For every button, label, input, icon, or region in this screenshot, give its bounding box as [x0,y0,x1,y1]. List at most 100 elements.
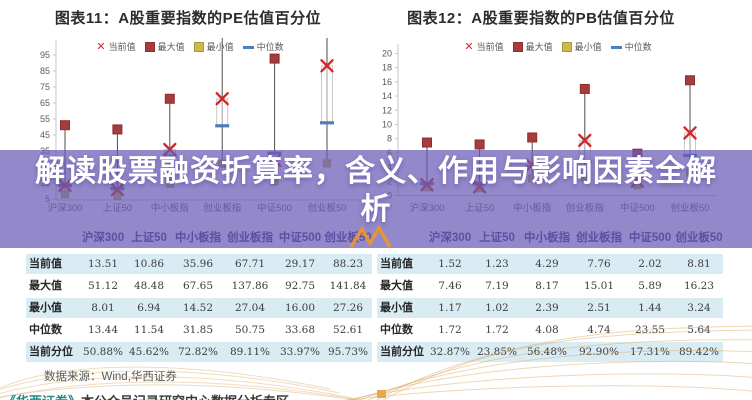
table-cell: 13.51 [87,258,119,270]
table-cell: 4.08 [535,324,559,336]
row-label: 当前分位 [380,346,424,358]
table-cell: 11.54 [133,324,165,336]
table-row: 最大值 7.46 7.19 8.17 15.01 5.89 16.23 [377,276,723,298]
max-square-icon [144,41,155,52]
table-body: 当前值 1.52 1.23 4.29 7.76 2.02 8.81 最大值 7.46 7.19 8.… [377,254,723,364]
table-row: 中位数 1.72 1.72 4.08 4.74 23.55 5.64 [377,320,723,342]
table-cell: 67.71 [234,258,266,270]
table-cell: 7.19 [485,280,509,292]
headline-line1: 解读股票融资折算率，含义、作用与影响因素全解 [35,155,717,188]
table-cell: 16.00 [284,302,316,314]
svg-text:14: 14 [382,91,392,101]
table-row: 当前值 1.52 1.23 4.29 7.76 2.02 8.81 [377,254,723,276]
table-cell: 1.72 [485,324,509,336]
legend-item: ✕ 当前值 [96,40,135,53]
footer-caption-text: 本公众号记录研究中心数据分析专区 [81,394,289,400]
table-cell: 8.81 [687,258,711,270]
svg-text:18: 18 [382,63,392,73]
table-cell: 2.39 [535,302,559,314]
row-label: 最大值 [380,280,413,292]
median-dash-icon [242,45,254,49]
legend-label: 最大值 [525,42,553,52]
legend-label: 当前值 [108,42,136,52]
table-cell: 92.90% [578,346,620,358]
legend-item: 中位数 [610,40,652,53]
table-cell: 5.64 [687,324,711,336]
legend-item: 最大值 [512,40,553,53]
legend-item: 最大值 [144,40,185,53]
table-cell: 56.48% [526,346,568,358]
legend-label: 最小值 [206,42,234,52]
table-cell: 8.01 [91,302,115,314]
table-cell: 50.88% [82,346,124,358]
table-cell: 23.85% [476,346,518,358]
table-cell: 7.76 [587,258,611,270]
table-cell: 27.04 [234,302,266,314]
table-cell: 4.74 [587,324,611,336]
table-cell: 51.12 [87,280,119,292]
table-cell: 2.51 [587,302,611,314]
table-cell: 1.17 [438,302,462,314]
pb-chart-title: 图表12：A股重要指数的PB估值百分位 [407,10,675,27]
table-body: 当前值 13.51 10.86 35.96 67.71 29.17 88.23 最大值 51.1… [26,254,372,364]
table-cell: 17.31% [629,346,671,358]
headline-text: 解读股票融资折算率，含义、作用与影响因素全解 析 [0,153,752,229]
table-cell: 14.52 [182,302,214,314]
svg-text:95: 95 [40,50,50,60]
table-cell: 5.89 [638,280,662,292]
data-source-note: 数据来源：Wind,华西证券 [44,371,177,383]
svg-text:75: 75 [40,82,50,92]
svg-text:45: 45 [40,130,50,140]
svg-text:12: 12 [382,105,392,115]
min-square-icon [561,41,572,52]
svg-text:16: 16 [382,77,392,87]
table-cell: 29.17 [284,258,316,270]
table-cell: 45.62% [128,346,170,358]
table-cell: 3.24 [687,302,711,314]
svg-text:10: 10 [382,120,392,130]
median-dash-icon [610,45,622,49]
row-label: 最小值 [29,302,62,314]
table-cell: 137.86 [231,280,269,292]
table-cell: 10.86 [133,258,165,270]
table-row: 当前分位 50.88% 45.62% 72.82% 89.11% 33.97% 95.73% [26,342,372,364]
pb-chart-legend: ✕ 当前值 最大值 最小值 中位数 [426,40,690,53]
table-cell: 32.87% [429,346,471,358]
legend-label: 最大值 [157,42,185,52]
svg-text:55: 55 [40,114,50,124]
table-cell: 1.02 [485,302,509,314]
table-cell: 89.11% [229,346,271,358]
table-cell: 33.97% [279,346,321,358]
table-cell: 50.75 [234,324,266,336]
table-cell: 89.42% [678,346,720,358]
table-row: 中位数 13.44 11.54 31.85 50.75 33.68 52.61 [26,320,372,342]
table-cell: 4.29 [535,258,559,270]
table-cell: 52.61 [332,324,364,336]
max-square-icon [512,41,523,52]
row-label: 最小值 [380,302,413,314]
table-row: 当前分位 32.87% 23.85% 56.48% 92.90% 17.31% 89.42% [377,342,723,364]
svg-text:85: 85 [40,66,50,76]
table-cell: 1.44 [638,302,662,314]
table-cell: 7.46 [438,280,462,292]
legend-item: 最小值 [561,40,602,53]
table-cell: 141.84 [329,280,367,292]
table-cell: 13.44 [87,324,119,336]
table-cell: 35.96 [182,258,214,270]
table-cell: 1.72 [438,324,462,336]
table-cell: 31.85 [182,324,214,336]
row-label: 当前值 [29,258,62,270]
table-cell: 1.52 [438,258,462,270]
pe-chart-title: 图表11：A股重要指数的PE估值百分位 [54,10,322,27]
table-cell: 67.65 [182,280,214,292]
table-row: 最小值 1.17 1.02 2.39 2.51 1.44 3.24 [377,298,723,320]
current-x-marker-icon: ✕ [96,40,106,53]
svg-text:8: 8 [387,134,392,144]
table-cell: 23.55 [634,324,666,336]
table-cell: 33.68 [284,324,316,336]
table-cell: 95.73% [327,346,369,358]
legend-item: 中位数 [242,40,284,53]
table-cell: 27.26 [332,302,364,314]
table-cell: 16.23 [683,280,715,292]
